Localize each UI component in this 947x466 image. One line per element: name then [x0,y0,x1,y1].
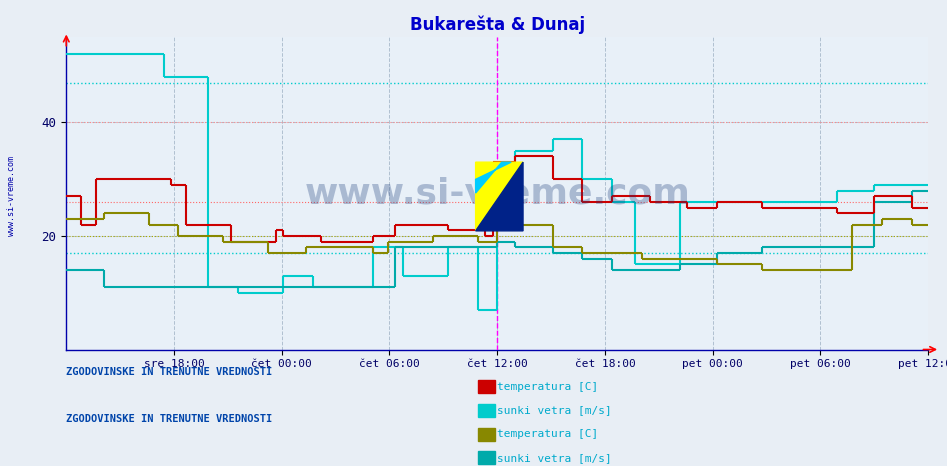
Text: temperatura [C]: temperatura [C] [497,382,599,392]
Text: sunki vetra [m/s]: sunki vetra [m/s] [497,405,612,415]
Polygon shape [475,162,523,231]
Polygon shape [475,162,511,193]
Text: ZGODOVINSKE IN TRENUTNE VREDNOSTI: ZGODOVINSKE IN TRENUTNE VREDNOSTI [66,414,273,424]
Text: sunki vetra [m/s]: sunki vetra [m/s] [497,452,612,463]
Title: Bukarešta & Dunaj: Bukarešta & Dunaj [410,16,584,34]
Text: www.si-vreme.com: www.si-vreme.com [7,156,16,236]
Text: www.si-vreme.com: www.si-vreme.com [304,177,690,210]
Text: ZGODOVINSKE IN TRENUTNE VREDNOSTI: ZGODOVINSKE IN TRENUTNE VREDNOSTI [66,367,273,377]
Text: temperatura [C]: temperatura [C] [497,429,599,439]
Polygon shape [475,162,523,231]
